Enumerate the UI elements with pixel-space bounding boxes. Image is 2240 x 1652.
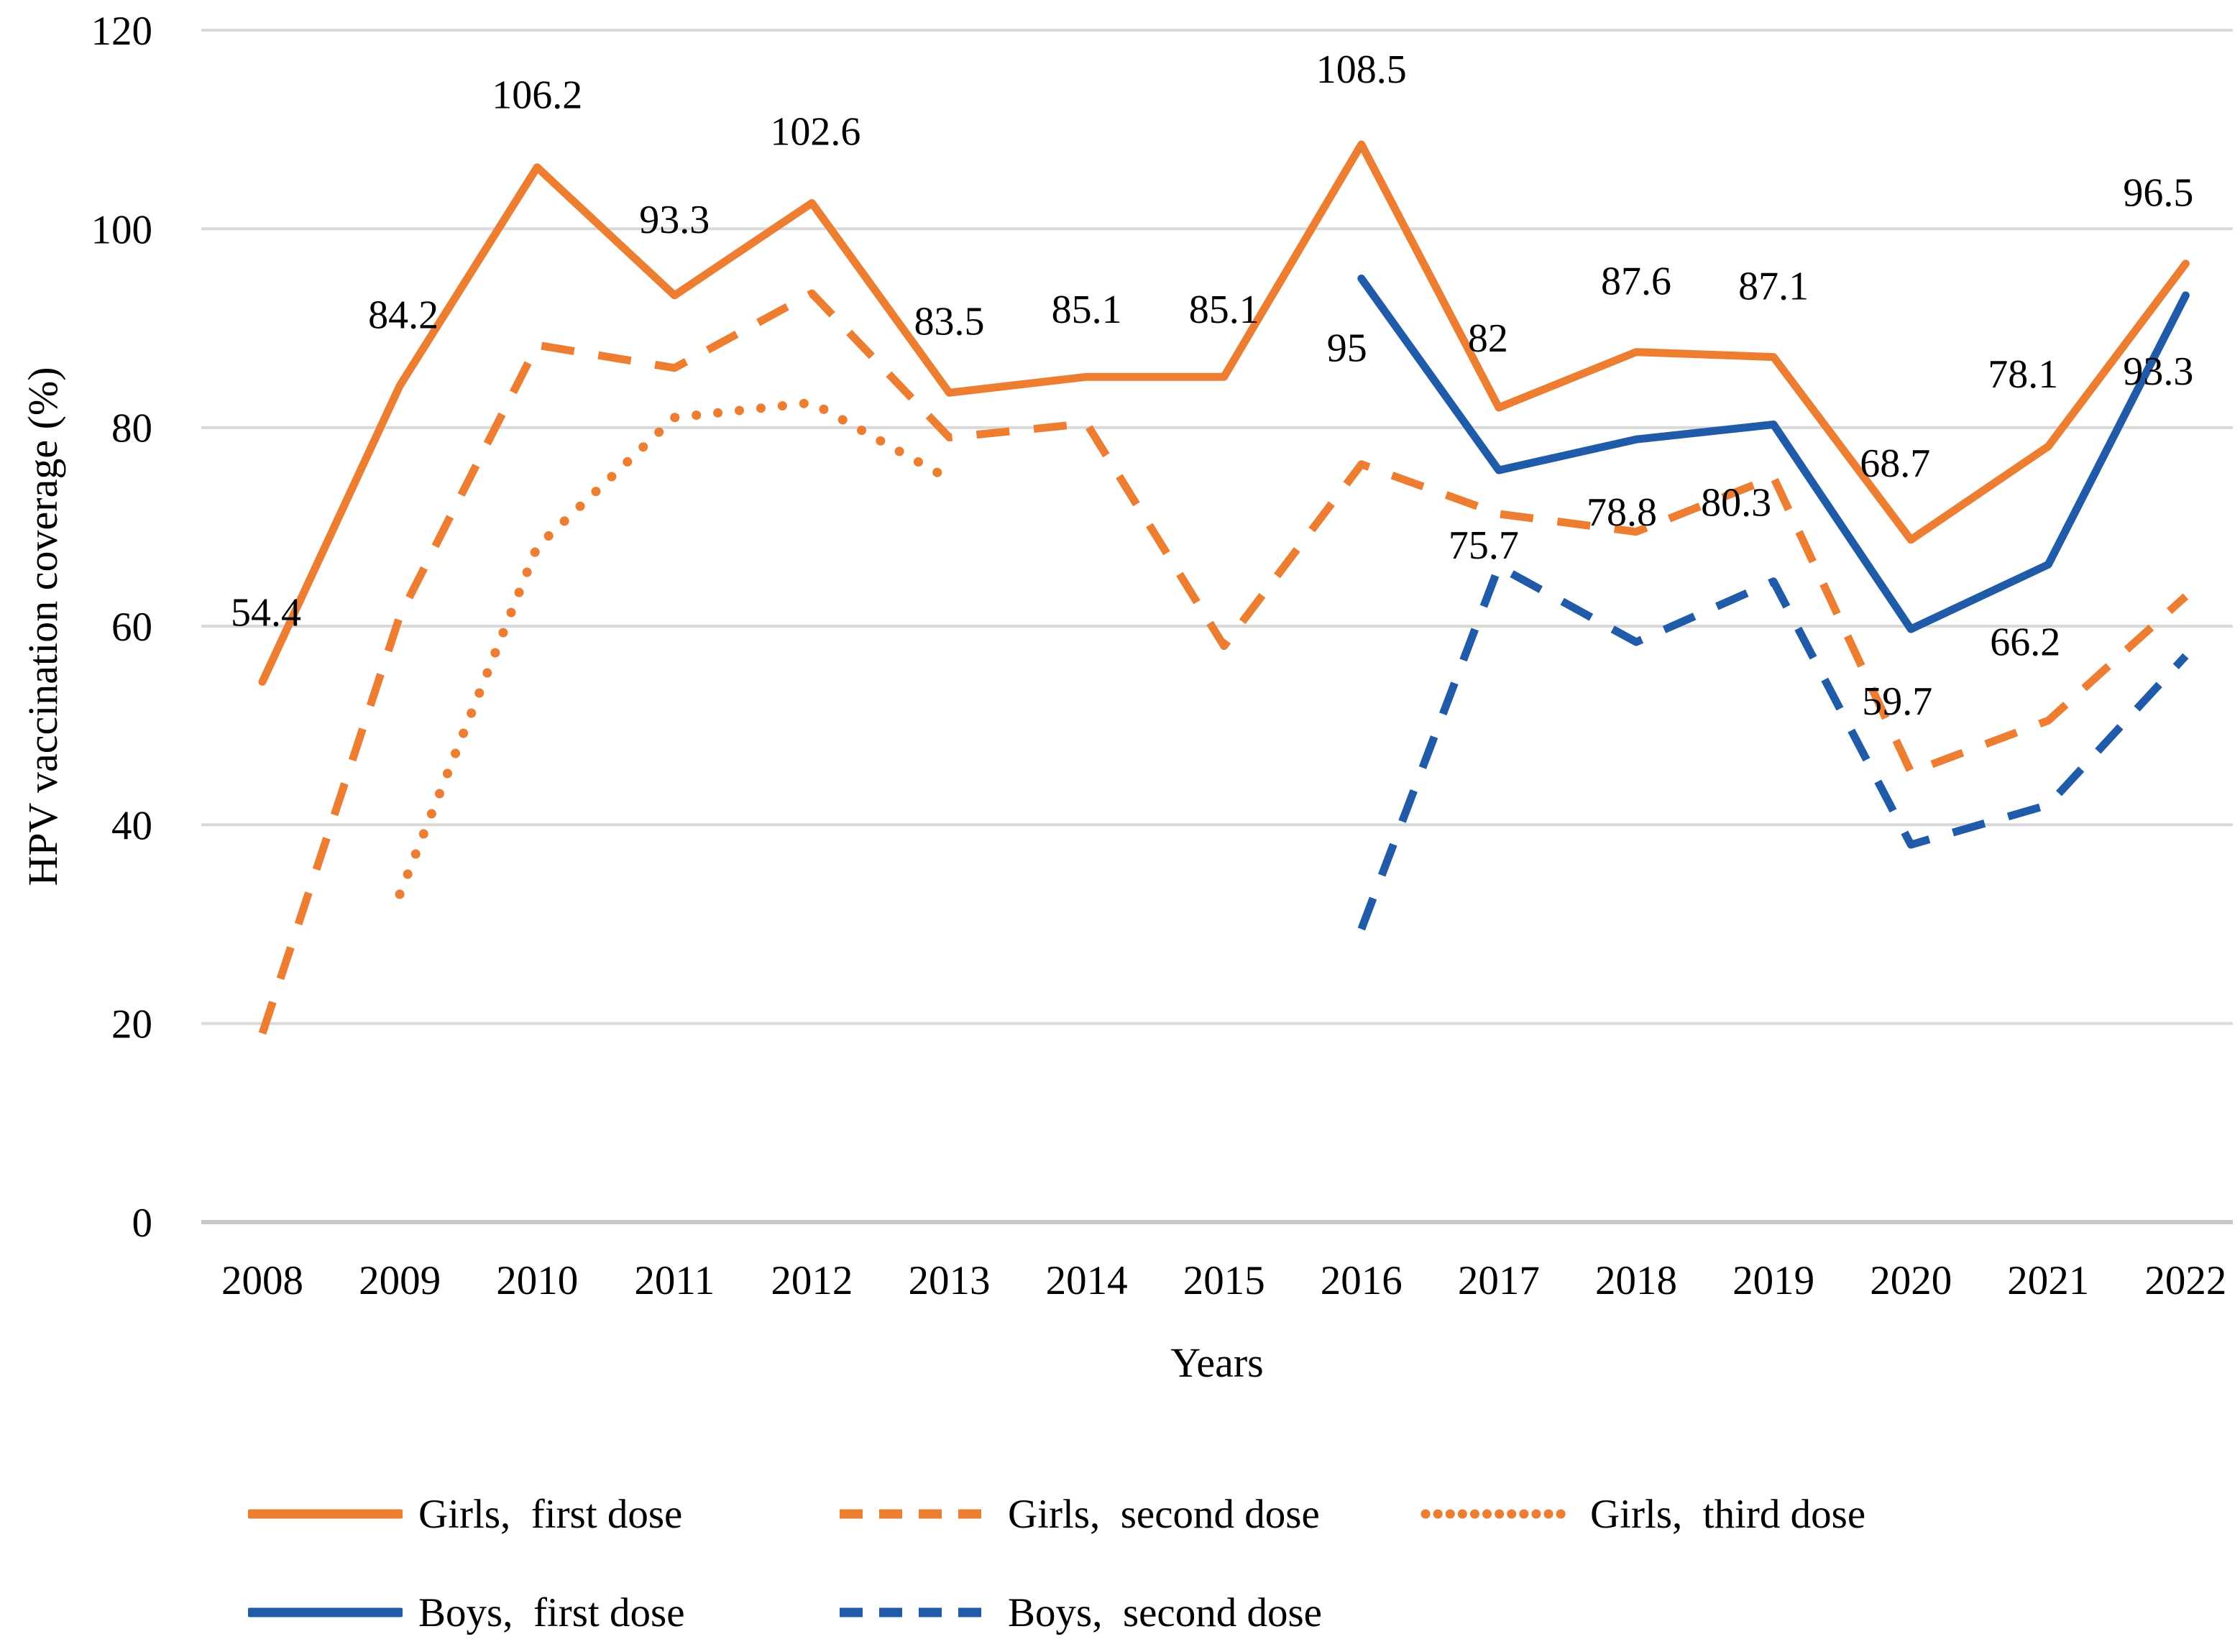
x-tick-label: 2008 <box>221 1258 303 1303</box>
data-label: 66.2 <box>1990 620 2060 664</box>
y-tick-label: 40 <box>111 803 152 848</box>
legend-swatch-dotted-orange-icon <box>1420 1509 1574 1519</box>
x-tick-label: 2020 <box>1870 1258 1952 1303</box>
series-line-girls-first-dose <box>258 140 2190 686</box>
data-label: 106.2 <box>492 73 582 118</box>
data-label: 85.1 <box>1189 288 1259 332</box>
legend-item-boys-second-dose: Boys, second dose <box>837 1587 1322 1638</box>
data-label: 80.3 <box>1701 481 1771 526</box>
legend-label: Girls, first dose <box>418 1491 683 1537</box>
x-tick-label: 2011 <box>634 1258 715 1303</box>
data-label: 78.1 <box>1988 352 2058 397</box>
data-label: 85.1 <box>1052 288 1122 332</box>
legend-label: Boys, second dose <box>1008 1589 1322 1635</box>
data-label: 83.5 <box>914 299 985 344</box>
legend-item-girls-first-dose: Girls, first dose <box>248 1489 682 1539</box>
series-line-boys-second-dose <box>1357 562 2189 931</box>
legend-label: Girls, second dose <box>1008 1491 1320 1537</box>
y-axis-title: HPV vaccination coverage (%) <box>19 367 66 886</box>
data-label: 59.7 <box>1862 679 1932 724</box>
y-tick-label: 120 <box>91 9 153 54</box>
data-label: 68.7 <box>1860 441 1930 486</box>
legend-item-girls-third-dose: Girls, third dose <box>1420 1489 1865 1539</box>
series-line-girls-third-dose <box>395 398 954 899</box>
data-label: 87.1 <box>1738 265 1809 309</box>
x-tick-label: 2013 <box>909 1258 991 1303</box>
data-label: 82 <box>1468 316 1508 361</box>
data-label: 75.7 <box>1449 523 1519 568</box>
x-tick-label: 2016 <box>1321 1258 1403 1303</box>
x-tick-label: 2014 <box>1046 1258 1128 1303</box>
series-line-boys-first-dose <box>1357 274 2190 633</box>
series-line-girls-second-dose <box>258 289 2189 1035</box>
data-label: 93.3 <box>2123 349 2193 394</box>
legend-item-boys-first-dose: Boys, first dose <box>248 1587 685 1638</box>
legend-label: Boys, first dose <box>418 1589 685 1635</box>
x-tick-label: 2010 <box>496 1258 578 1303</box>
legend-swatch-solid-blue-icon <box>248 1607 403 1617</box>
data-label: 95 <box>1327 326 1367 370</box>
legend-swatch-dashed-orange-icon <box>840 1509 990 1519</box>
legend-item-girls-second-dose: Girls, second dose <box>837 1489 1320 1539</box>
x-tick-label: 2022 <box>2144 1258 2226 1303</box>
data-label: 78.8 <box>1587 490 1657 535</box>
legend-swatch-solid-orange-icon <box>248 1509 403 1519</box>
legend-swatch-dashed-blue-icon <box>840 1607 990 1617</box>
y-tick-label: 80 <box>111 406 152 451</box>
data-label: 87.6 <box>1601 260 1671 304</box>
x-tick-label: 2012 <box>771 1258 853 1303</box>
x-tick-label: 2019 <box>1732 1258 1814 1303</box>
x-tick-label: 2017 <box>1458 1258 1540 1303</box>
x-tick-label: 2015 <box>1183 1258 1265 1303</box>
x-axis-title: Years <box>1170 1339 1264 1386</box>
legend-label: Girls, third dose <box>1590 1491 1866 1537</box>
y-tick-label: 20 <box>111 1002 152 1047</box>
y-tick-label: 60 <box>111 605 152 650</box>
data-label: 108.5 <box>1316 47 1407 92</box>
x-tick-label: 2018 <box>1595 1258 1677 1303</box>
y-tick-label: 0 <box>132 1201 153 1246</box>
data-label: 93.3 <box>639 198 710 242</box>
data-label: 84.2 <box>368 293 439 338</box>
x-tick-label: 2009 <box>359 1258 441 1303</box>
x-tick-label: 2021 <box>2007 1258 2089 1303</box>
data-label: 102.6 <box>770 109 860 154</box>
data-label: 96.5 <box>2123 171 2193 216</box>
data-label: 54.4 <box>231 590 301 635</box>
y-tick-label: 100 <box>91 207 153 252</box>
